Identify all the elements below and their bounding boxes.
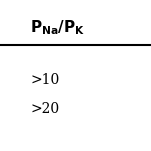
Text: $\mathbf{P_{Na}/P_{K}}$: $\mathbf{P_{Na}/P_{K}}$ (30, 18, 85, 37)
Text: >10: >10 (31, 73, 60, 87)
Text: >20: >20 (31, 102, 60, 116)
